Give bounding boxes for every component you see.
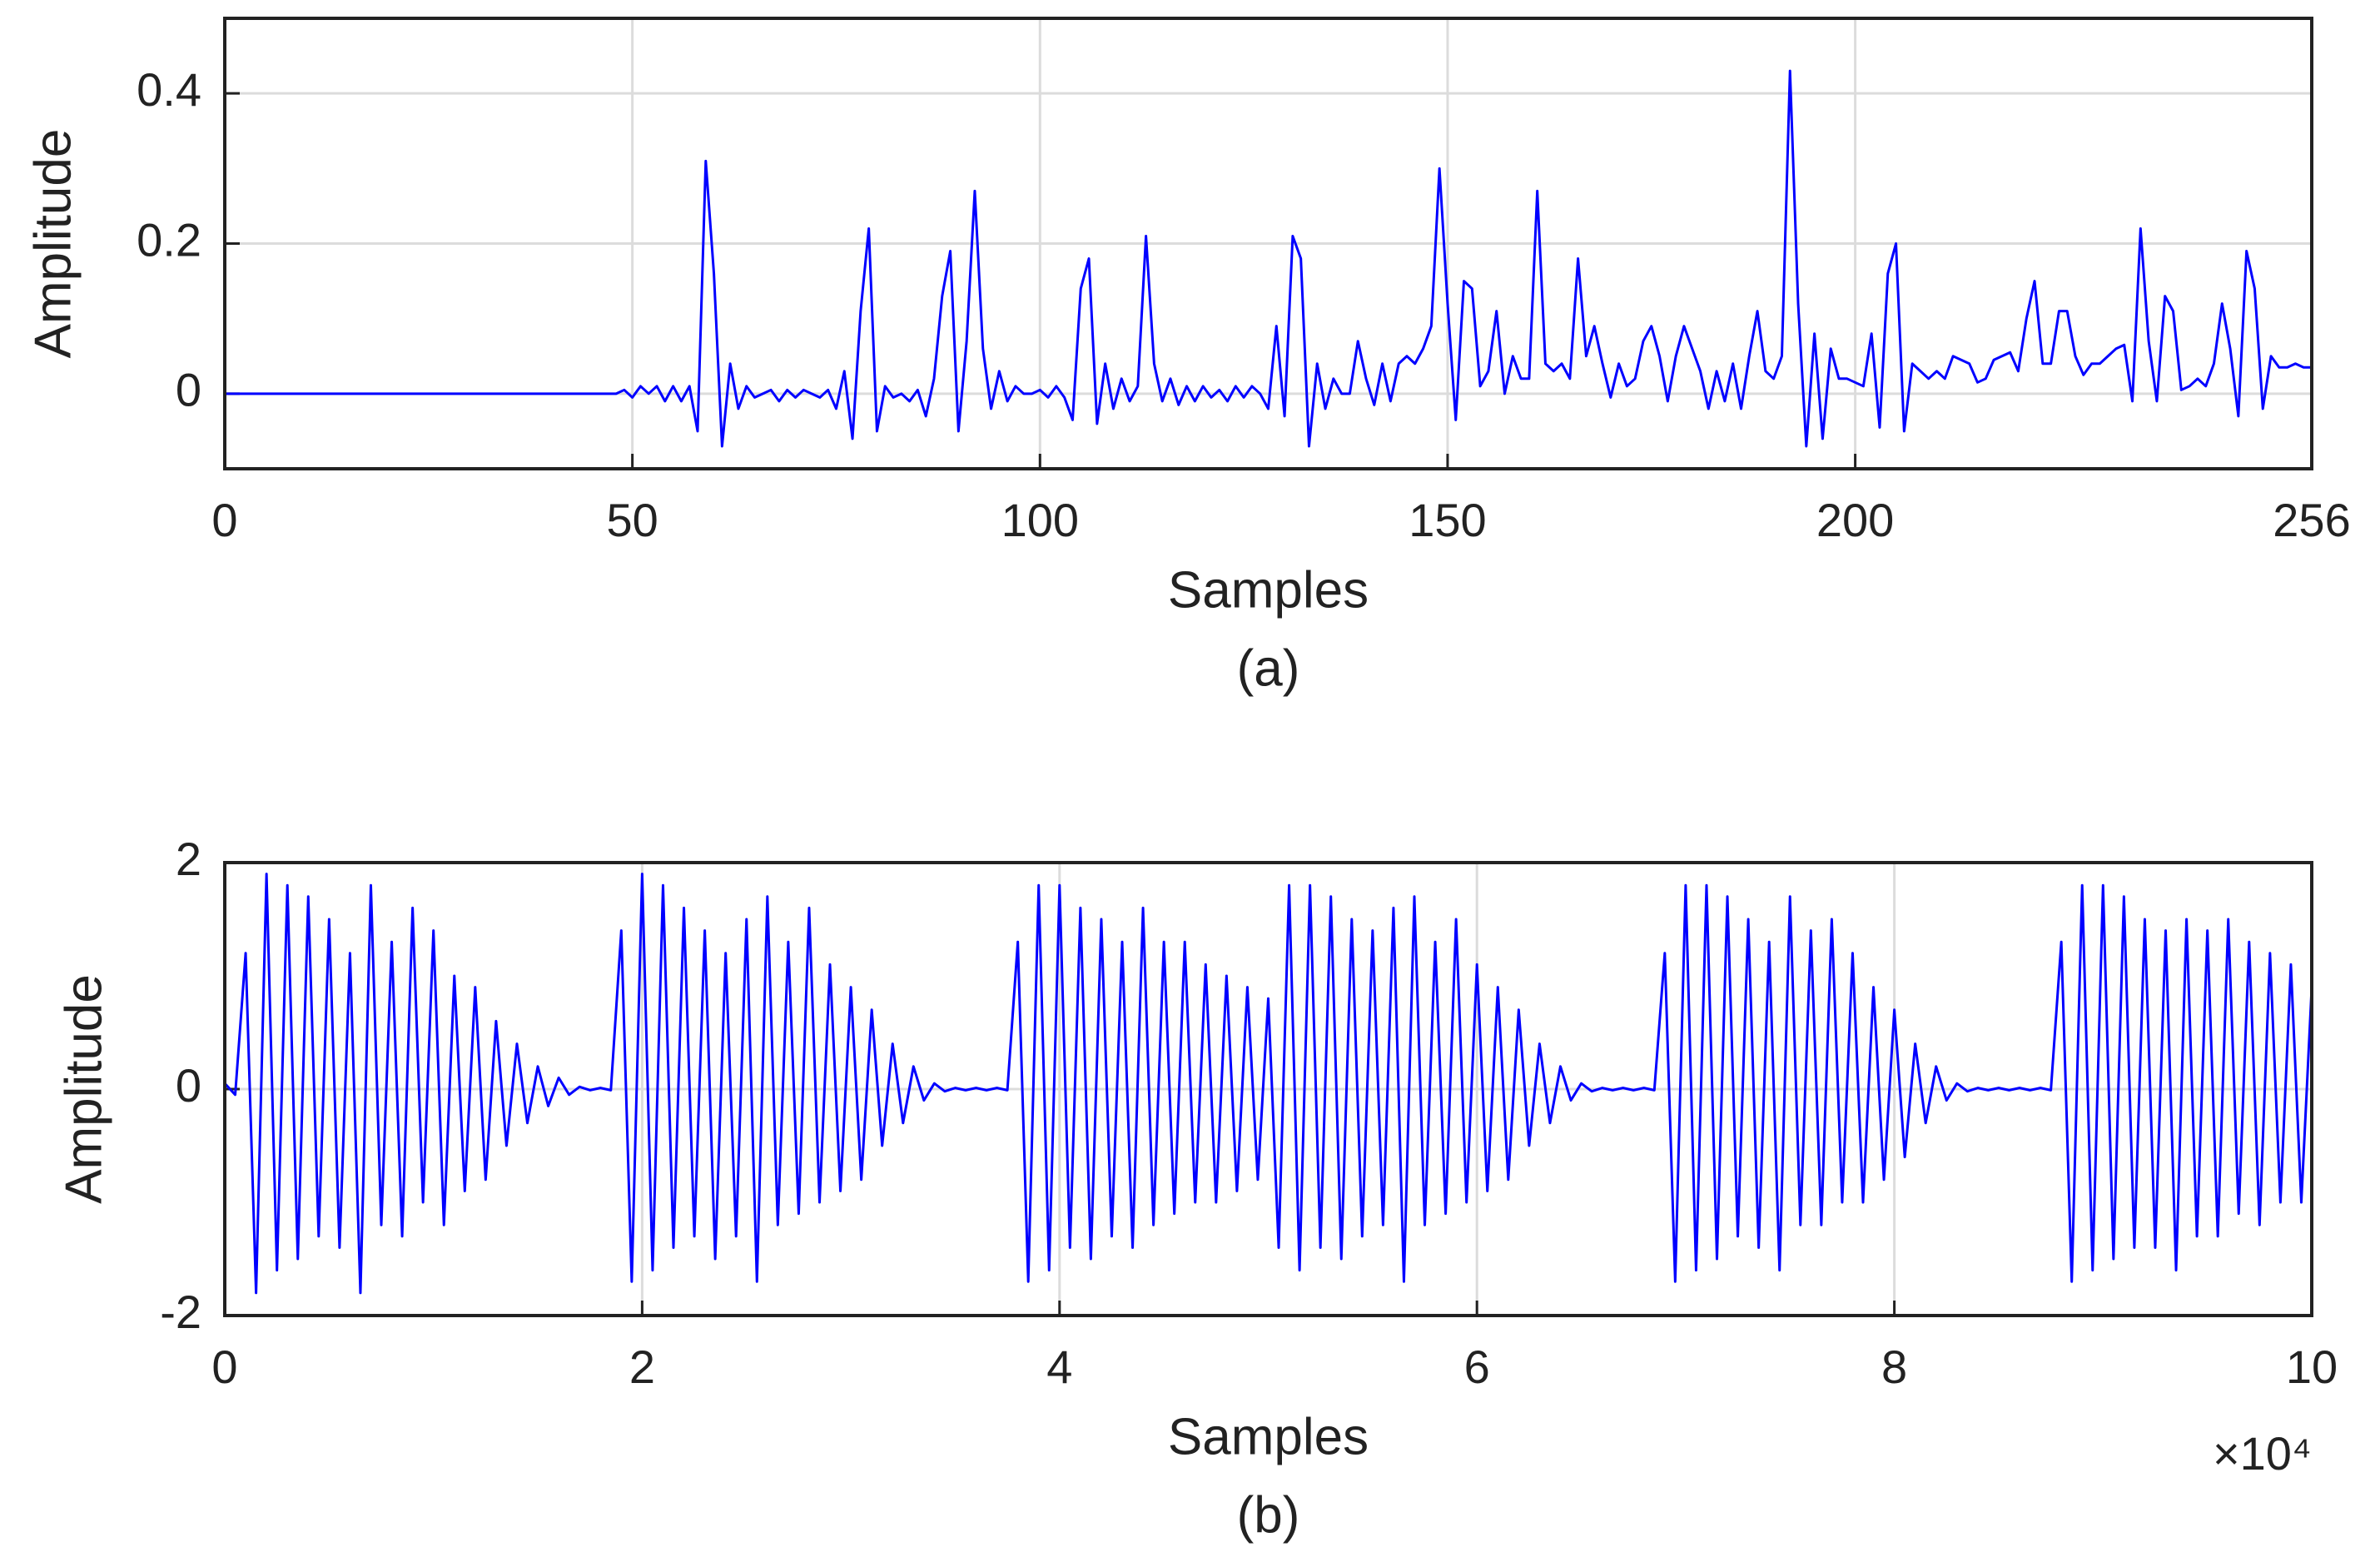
x-axis-label: Samples (1168, 1408, 1369, 1465)
x-tick-label: 200 (1816, 494, 1894, 546)
x-tick-label: 10 (2286, 1341, 2338, 1393)
data-line (223, 873, 2313, 1295)
x-tick-label: 8 (1881, 1341, 1907, 1393)
axes-box (223, 17, 2313, 470)
x-tick-label: 100 (1001, 494, 1079, 546)
x-tick-label: 256 (2273, 494, 2350, 546)
x-tick-label: 0 (211, 1341, 237, 1393)
y-axis-label: Amplitude (55, 974, 112, 1204)
x-tick-label: 2 (629, 1341, 655, 1393)
x-tick-label: 6 (1464, 1341, 1490, 1393)
y-tick-label: 0.4 (137, 63, 201, 116)
y-axis-label: Amplitude (24, 129, 82, 359)
x-tick-label: 150 (1409, 494, 1486, 546)
x-tick-label: 0 (211, 494, 237, 546)
x-tick-label: 4 (1046, 1341, 1072, 1393)
y-tick-label: 0 (176, 1059, 201, 1112)
caption: (a) (1237, 639, 1300, 697)
caption: (b) (1237, 1486, 1300, 1544)
x-multiplier: ×10⁴ (2213, 1427, 2312, 1480)
x-tick-label: 50 (607, 494, 658, 546)
x-axis-label: Samples (1168, 561, 1369, 619)
y-tick-label: -2 (160, 1286, 201, 1338)
y-tick-label: 0 (176, 364, 201, 416)
data-line (225, 69, 2312, 448)
y-tick-label: 2 (176, 833, 201, 885)
y-tick-label: 0.2 (137, 213, 201, 266)
axes-box (223, 861, 2313, 1317)
